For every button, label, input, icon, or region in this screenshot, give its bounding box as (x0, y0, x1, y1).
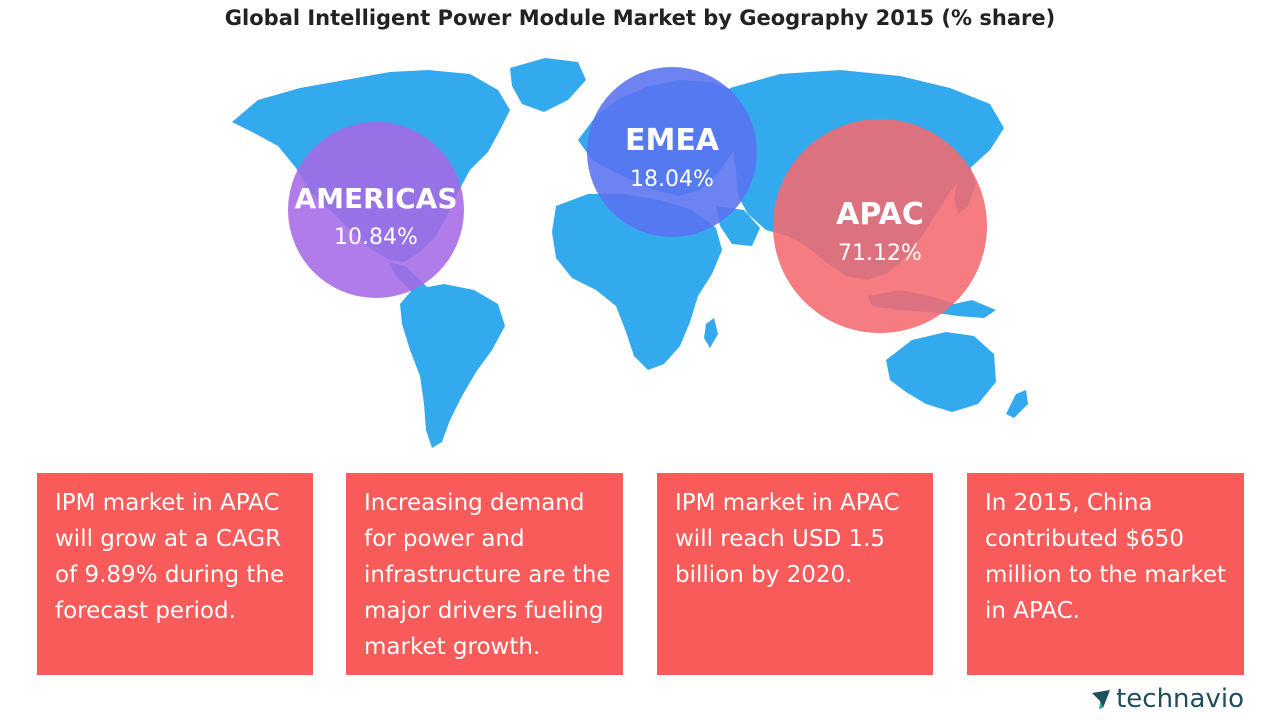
region-value-emea: 18.04% (630, 167, 714, 192)
region-value-apac: 71.12% (838, 241, 922, 266)
insight-card: Increasing demand for power and infrastr… (346, 473, 623, 675)
region-label-emea: EMEA (625, 123, 720, 158)
new-zealand-shape (1006, 390, 1028, 418)
greenland-shape (510, 58, 586, 112)
insight-card-text: IPM market in APAC will grow at a CAGR o… (55, 490, 285, 624)
south-america-shape (400, 284, 505, 448)
australia-shape (886, 332, 996, 412)
region-bubbles: AMERICAS 10.84% EMEA 18.04% APAC 71.12% (288, 67, 987, 333)
technavio-logo: technavio (1090, 684, 1244, 714)
africa-shape (552, 194, 722, 370)
region-label-americas: AMERICAS (294, 182, 457, 215)
technavio-logo-icon (1092, 690, 1111, 709)
chart-title: Global Intelligent Power Module Market b… (224, 6, 1056, 30)
bubble-apac (773, 119, 987, 333)
insight-card-text: Increasing demand for power and infrastr… (364, 490, 611, 660)
technavio-logo-text: technavio (1116, 684, 1244, 714)
region-value-americas: 10.84% (334, 225, 418, 250)
insight-card-text: In 2015, China contributed $650 million … (985, 490, 1227, 624)
insight-card: In 2015, China contributed $650 million … (967, 473, 1244, 675)
bubble-emea (587, 67, 757, 237)
insight-card-text: IPM market in APAC will reach USD 1.5 bi… (675, 490, 900, 588)
madagascar-shape (704, 318, 718, 348)
region-label-apac: APAC (836, 197, 924, 232)
world-map: AMERICAS 10.84% EMEA 18.04% APAC 71.12% (232, 58, 1028, 448)
insight-card: IPM market in APAC will reach USD 1.5 bi… (657, 473, 933, 675)
bubble-americas (288, 122, 464, 298)
insight-card: IPM market in APAC will grow at a CAGR o… (37, 473, 313, 675)
